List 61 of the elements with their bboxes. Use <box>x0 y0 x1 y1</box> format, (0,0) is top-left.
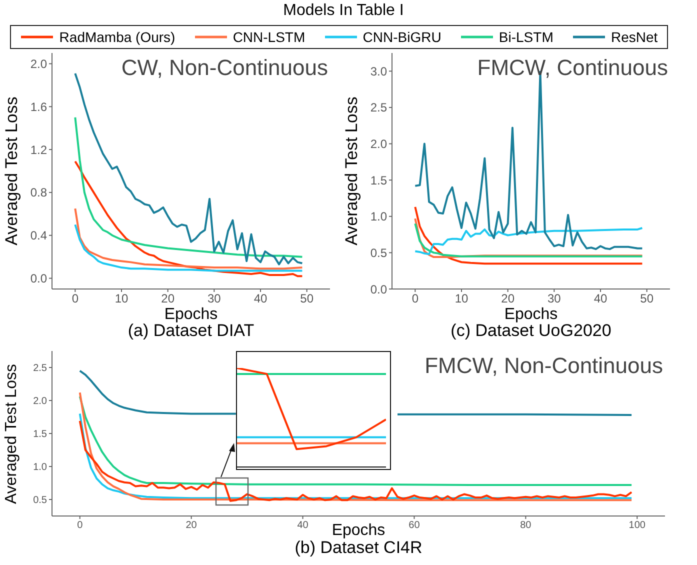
y-tick-label: 1.0 <box>370 210 388 224</box>
x-axis-title: Epochs <box>504 306 558 324</box>
y-tick-label: 0.5 <box>370 246 388 260</box>
y-tick-label: 1.6 <box>30 100 48 114</box>
y-tick-label: 0.5 <box>33 495 48 506</box>
x-tick-label: 60 <box>408 520 420 532</box>
x-tick-label: 50 <box>300 292 314 306</box>
x-tick-label: 30 <box>207 292 222 306</box>
y-axis-title: Averaged Test Loss <box>3 364 21 504</box>
y-tick-label: 0.8 <box>30 186 48 200</box>
x-tick-label: 20 <box>186 520 198 532</box>
x-tick-label: 50 <box>640 292 654 306</box>
text: (b) Dataset CI4R <box>294 538 422 558</box>
x-tick-label: 0 <box>77 520 84 532</box>
y-tick-label: 2.0 <box>30 56 48 71</box>
x-axis-title: Epochs <box>164 306 218 324</box>
legend-label: RadMamba (Ours) <box>59 29 176 45</box>
y-axis-title: Averaged Test Loss <box>2 96 22 246</box>
y-tick-label: 0.0 <box>370 282 388 296</box>
text: (c) Dataset UoG2020 <box>450 321 612 341</box>
y-tick-label: 1.2 <box>30 142 48 157</box>
x-tick-label: 40 <box>254 292 268 306</box>
x-tick-label: 20 <box>501 292 515 306</box>
line-series <box>78 392 633 502</box>
legend-label: ResNet <box>610 29 658 45</box>
x-tick-label: 20 <box>161 292 175 306</box>
x-tick-label: 30 <box>547 292 562 306</box>
text: (a) Dataset DIAT <box>128 321 254 341</box>
x-axis-title: Epochs <box>332 522 386 540</box>
line-series <box>74 160 304 278</box>
y-tick-label: 1.5 <box>370 173 388 188</box>
x-tick-label: 40 <box>594 292 608 306</box>
y-tick-label: 3.0 <box>370 64 388 78</box>
x-tick-label: 80 <box>520 520 532 532</box>
y-tick-label: 2.5 <box>370 100 388 115</box>
annotation: FMCW, Non-Continuous <box>424 353 663 379</box>
annotation: CW, Non-Continuous <box>121 55 328 81</box>
line-series <box>74 116 304 258</box>
x-tick-label: 100 <box>628 520 646 532</box>
y-tick-label: 0.4 <box>30 228 48 243</box>
line-series <box>78 396 633 486</box>
line-series <box>414 206 644 265</box>
annotation: FMCW, Continuous <box>477 55 668 81</box>
y-axis-title: Averaged Test Loss <box>342 96 362 246</box>
y-tick-label: 2.0 <box>33 396 48 408</box>
x-tick-label: 10 <box>114 292 128 306</box>
x-tick-label: 0 <box>72 292 79 306</box>
legend-label: CNN-LSTM <box>232 29 306 45</box>
legend-title: Models In Table I <box>282 2 405 20</box>
legend-label: Bi-LSTM <box>498 29 554 45</box>
y-tick-label: 2.5 <box>33 363 48 374</box>
y-tick-label: 1.5 <box>33 429 48 440</box>
line-series <box>74 224 304 272</box>
line-series <box>74 208 304 270</box>
y-tick-label: 2.0 <box>370 137 388 152</box>
y-tick-label: 0.0 <box>30 272 48 286</box>
x-tick-label: 40 <box>297 520 309 532</box>
x-tick-label: 0 <box>412 292 419 306</box>
legend-label: CNN-BiGRU <box>362 29 442 45</box>
y-tick-label: 1.0 <box>33 462 48 474</box>
x-tick-label: 10 <box>454 292 468 306</box>
